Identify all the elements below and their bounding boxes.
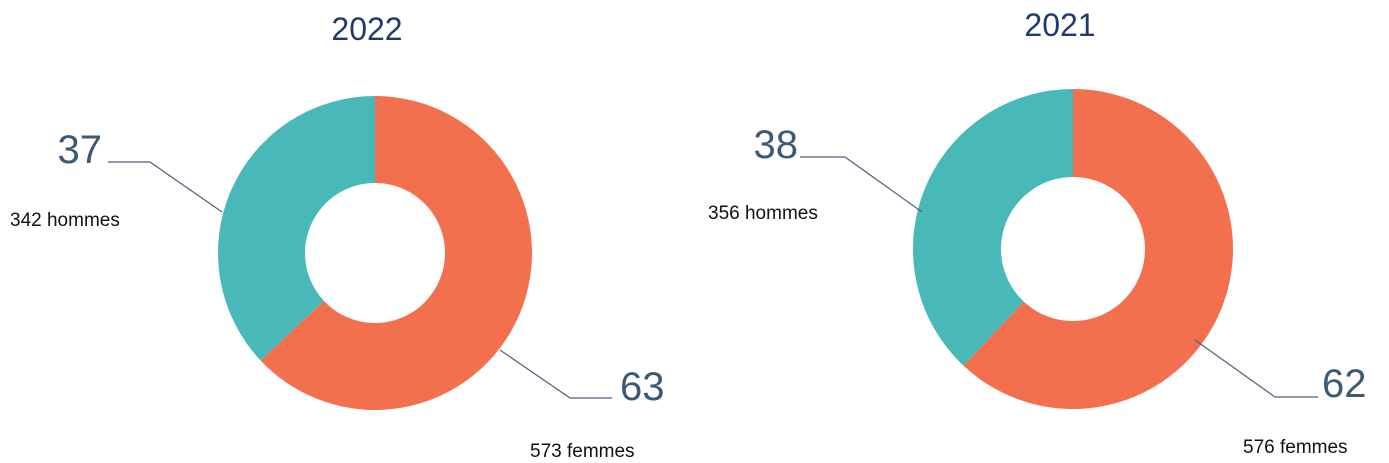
leader-line: [108, 161, 223, 213]
value-label: 63: [620, 365, 665, 409]
donut-segment: [963, 89, 1234, 409]
leader-line: [499, 349, 612, 399]
value-label: 62: [1322, 362, 1367, 406]
leader-line: [800, 156, 923, 213]
donut-segment: [217, 96, 375, 361]
leader-line: [1194, 339, 1318, 398]
category-label: 576 femmes: [1243, 437, 1348, 458]
donut-segment: [260, 96, 532, 410]
chart-title: 2021: [1024, 7, 1095, 43]
category-label: 342 hommes: [10, 210, 120, 231]
category-label: 573 femmes: [530, 441, 635, 462]
value-label: 38: [754, 123, 799, 167]
value-label: 37: [58, 128, 103, 172]
chart-title: 2022: [331, 11, 402, 47]
category-label: 356 hommes: [708, 203, 818, 224]
donut-segment: [913, 89, 1073, 366]
